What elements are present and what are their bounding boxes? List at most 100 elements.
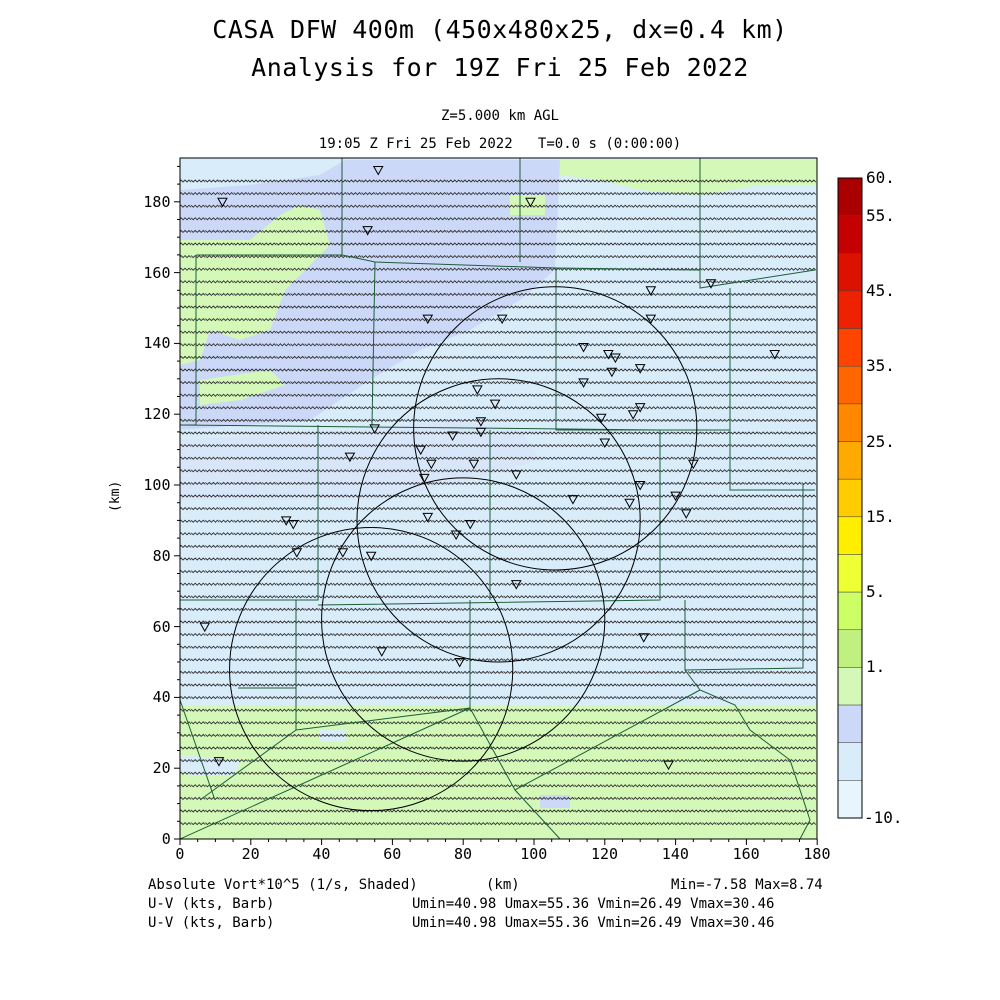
wind-barb xyxy=(276,708,291,712)
wind-barb xyxy=(574,658,589,662)
wind-barb xyxy=(545,469,561,473)
wind-barb xyxy=(560,519,575,523)
wind-barb xyxy=(673,343,689,347)
wind-barb xyxy=(446,469,462,473)
wind-barb xyxy=(276,758,291,763)
wind-barb xyxy=(730,746,746,750)
wind-barb xyxy=(219,380,234,385)
wind-barb xyxy=(801,292,817,297)
wind-barb xyxy=(560,746,575,750)
wind-barb xyxy=(233,595,249,599)
wind-barb xyxy=(418,204,433,208)
wind-barb xyxy=(460,607,476,612)
wind-barb xyxy=(489,469,504,473)
wind-barb xyxy=(233,254,249,259)
wind-barb xyxy=(276,670,291,675)
wind-barb xyxy=(503,267,518,271)
wind-barb xyxy=(659,557,675,561)
wind-barb xyxy=(180,784,192,788)
wind-barb xyxy=(758,670,774,675)
wind-barb xyxy=(773,532,788,536)
wind-barb xyxy=(418,821,433,826)
wind-barb xyxy=(446,670,462,675)
wind-barb xyxy=(361,658,376,662)
wind-barb xyxy=(517,821,533,826)
wind-barb xyxy=(205,242,220,246)
wind-barb xyxy=(205,431,220,435)
wind-barb xyxy=(801,406,817,410)
wind-barb xyxy=(503,695,518,700)
wind-barb xyxy=(773,191,788,196)
wind-barb xyxy=(645,708,660,712)
wind-barb xyxy=(389,305,405,309)
wind-barb xyxy=(517,796,533,801)
wind-barb xyxy=(702,481,717,486)
wind-barb xyxy=(503,746,518,750)
wind-barb xyxy=(489,393,504,397)
wind-barb xyxy=(318,229,334,234)
wind-barb xyxy=(276,229,291,234)
wind-barb xyxy=(787,721,802,725)
wind-barb xyxy=(602,469,618,473)
wind-barb xyxy=(588,683,604,687)
wind-barb xyxy=(276,632,291,637)
wind-barb xyxy=(247,267,263,271)
x-tick-label: 80 xyxy=(454,845,473,863)
wind-barb xyxy=(503,620,518,624)
wind-barb xyxy=(261,456,277,460)
wind-barb xyxy=(702,532,717,536)
wind-barb xyxy=(503,343,518,347)
wind-barb xyxy=(332,494,348,498)
wind-barb xyxy=(588,620,604,624)
wind-barb xyxy=(602,620,618,624)
wind-barb xyxy=(180,494,192,498)
wind-barb xyxy=(773,607,788,612)
wind-barb xyxy=(389,292,405,297)
wind-barb xyxy=(276,431,291,435)
wind-barb xyxy=(190,557,206,561)
wind-barb xyxy=(247,481,263,486)
wind-barb xyxy=(347,443,362,448)
wind-barb xyxy=(418,784,433,788)
wind-barb xyxy=(318,632,334,637)
wind-barb xyxy=(545,179,561,183)
wind-barb xyxy=(744,771,760,775)
wind-barb xyxy=(318,406,334,410)
wind-barb xyxy=(659,683,675,687)
wind-barb xyxy=(744,393,760,397)
wind-barb xyxy=(432,569,447,574)
wind-barb xyxy=(574,317,589,322)
wind-barb xyxy=(787,544,802,549)
wind-barb xyxy=(602,758,618,763)
wind-barb xyxy=(318,280,334,284)
wind-barb xyxy=(460,456,476,460)
wind-barb xyxy=(474,242,490,246)
wind-barb xyxy=(276,380,291,385)
wind-barb xyxy=(233,368,249,372)
wind-barb xyxy=(730,645,746,649)
wind-barb xyxy=(744,418,760,423)
wind-barb xyxy=(347,771,362,775)
wind-barb xyxy=(261,746,277,750)
wind-barb xyxy=(432,582,447,586)
wind-barb xyxy=(773,620,788,624)
wind-barb xyxy=(190,355,206,360)
wind-barb xyxy=(673,620,689,624)
wind-barb xyxy=(205,746,220,750)
wind-barb xyxy=(432,217,447,221)
wind-barb xyxy=(432,191,447,196)
wind-barb xyxy=(233,695,249,700)
wind-barb xyxy=(474,380,490,385)
wind-barb xyxy=(673,582,689,586)
wind-barb xyxy=(631,355,646,360)
wind-barb xyxy=(261,569,277,574)
wind-barb xyxy=(631,620,646,624)
x-tick-label: 120 xyxy=(591,845,619,863)
wind-barb xyxy=(645,746,660,750)
wind-barb xyxy=(489,658,504,662)
wind-barb xyxy=(247,746,263,750)
wind-barb xyxy=(403,217,419,221)
wind-barb xyxy=(801,456,817,460)
wind-barb xyxy=(290,758,305,763)
wind-barb xyxy=(205,519,220,523)
